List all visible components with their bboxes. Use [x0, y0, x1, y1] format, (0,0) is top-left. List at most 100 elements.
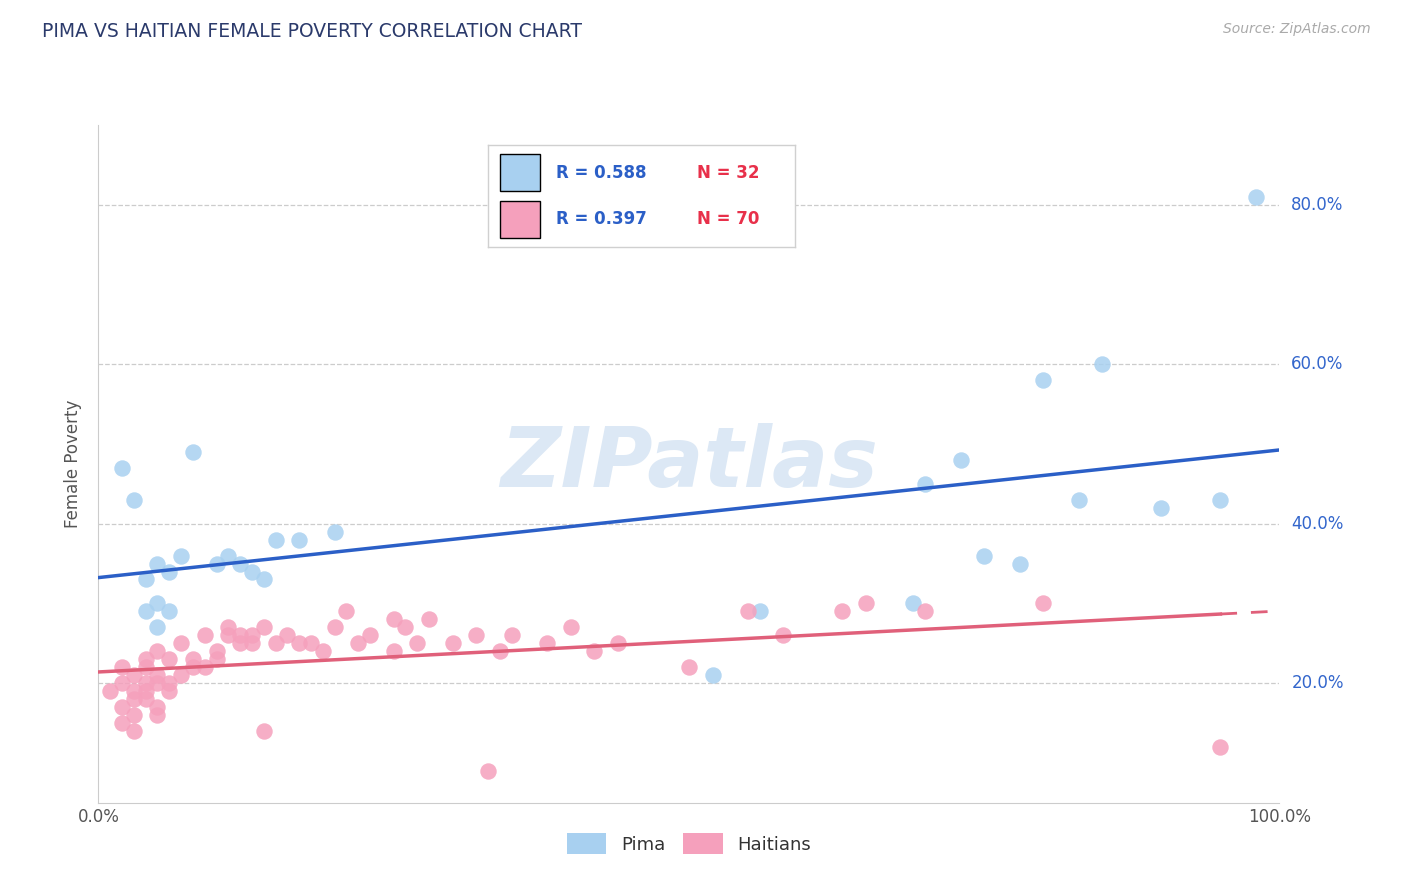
Point [122, 708, 145, 723]
Point [229, 628, 252, 642]
Point [973, 549, 995, 563]
Point [382, 612, 405, 626]
Point [477, 764, 499, 778]
Point [135, 660, 157, 674]
Point [157, 565, 180, 579]
Point [323, 524, 346, 539]
Point [1244, 189, 1267, 203]
Point [217, 549, 239, 563]
Point [560, 620, 582, 634]
Point [111, 676, 134, 690]
Point [205, 652, 228, 666]
Point [288, 636, 311, 650]
Point [194, 628, 217, 642]
Point [1209, 739, 1232, 754]
Point [181, 660, 204, 674]
Text: PIMA VS HAITIAN FEMALE POVERTY CORRELATION CHART: PIMA VS HAITIAN FEMALE POVERTY CORRELATI… [42, 22, 582, 41]
Text: ZIPatlas: ZIPatlas [501, 424, 877, 504]
Point [194, 660, 217, 674]
Point [748, 604, 770, 618]
Point [240, 636, 263, 650]
Point [949, 453, 972, 467]
Point [157, 604, 180, 618]
Point [406, 636, 429, 650]
Point [157, 684, 180, 698]
Legend: Pima, Haitians: Pima, Haitians [560, 826, 818, 862]
Point [111, 700, 134, 714]
Text: 60.0%: 60.0% [1291, 355, 1344, 373]
Point [122, 492, 145, 507]
Point [170, 636, 193, 650]
Point [135, 652, 157, 666]
Point [135, 684, 157, 698]
Text: 40.0%: 40.0% [1291, 515, 1344, 533]
Point [122, 692, 145, 706]
Point [347, 636, 370, 650]
Point [607, 636, 630, 650]
Point [1209, 492, 1232, 507]
Point [240, 565, 263, 579]
Point [217, 620, 239, 634]
Point [122, 668, 145, 682]
Point [737, 604, 759, 618]
Point [299, 636, 322, 650]
Point [536, 636, 558, 650]
Point [914, 476, 936, 491]
Y-axis label: Female Poverty: Female Poverty [65, 400, 83, 528]
Point [146, 596, 169, 610]
Point [1032, 373, 1054, 387]
Point [111, 460, 134, 475]
Point [229, 557, 252, 571]
Point [253, 724, 276, 739]
Point [264, 636, 287, 650]
Point [359, 628, 381, 642]
Point [583, 644, 606, 658]
Point [1008, 557, 1031, 571]
Point [146, 668, 169, 682]
Point [831, 604, 853, 618]
Point [205, 644, 228, 658]
Point [146, 557, 169, 571]
Point [181, 445, 204, 459]
Point [501, 628, 523, 642]
Point [146, 676, 169, 690]
Point [441, 636, 464, 650]
Point [465, 628, 488, 642]
Point [146, 644, 169, 658]
Point [217, 628, 239, 642]
Point [253, 573, 276, 587]
Point [702, 668, 724, 682]
Point [323, 620, 346, 634]
Point [914, 604, 936, 618]
Point [394, 620, 416, 634]
Point [111, 716, 134, 731]
Point [1067, 492, 1090, 507]
Point [122, 724, 145, 739]
Point [678, 660, 700, 674]
Point [98, 684, 121, 698]
Point [135, 573, 157, 587]
Point [135, 692, 157, 706]
Point [157, 652, 180, 666]
Point [264, 533, 287, 547]
Point [772, 628, 794, 642]
Point [276, 628, 298, 642]
Point [855, 596, 877, 610]
Point [903, 596, 925, 610]
Point [240, 628, 263, 642]
Point [1032, 596, 1054, 610]
Point [335, 604, 357, 618]
Point [382, 644, 405, 658]
Point [229, 636, 252, 650]
Point [418, 612, 440, 626]
Point [170, 668, 193, 682]
Point [1150, 500, 1173, 515]
Point [122, 684, 145, 698]
Point [1091, 357, 1114, 371]
Point [288, 533, 311, 547]
Text: 20.0%: 20.0% [1291, 674, 1344, 692]
Point [146, 708, 169, 723]
Point [170, 549, 193, 563]
Point [489, 644, 512, 658]
Point [181, 652, 204, 666]
